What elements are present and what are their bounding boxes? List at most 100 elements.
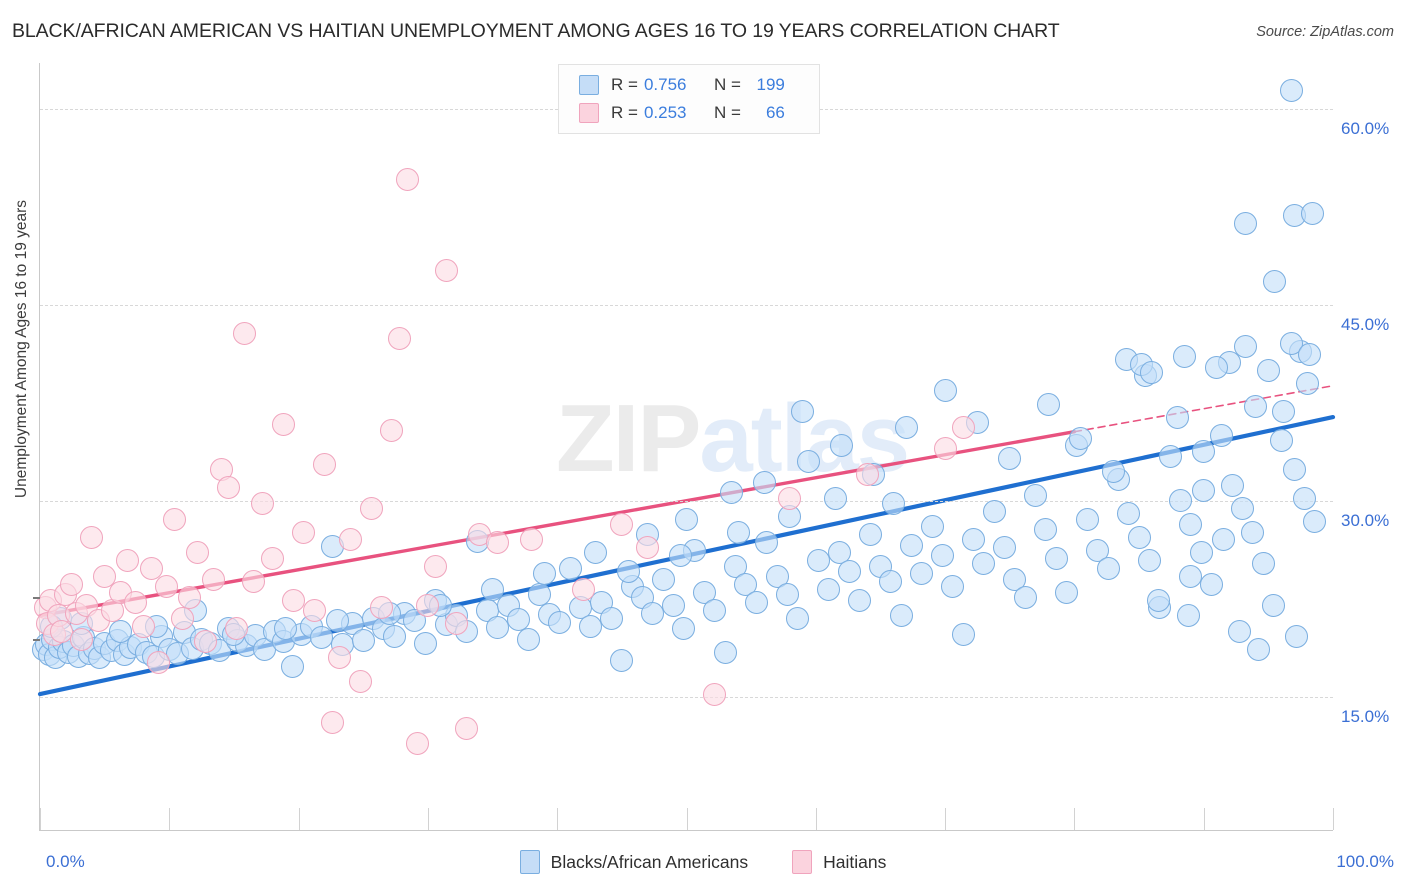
scatter-point[interactable] [1272, 400, 1296, 424]
scatter-point[interactable] [1176, 604, 1200, 628]
scatter-point[interactable] [69, 627, 93, 651]
scatter-point[interactable] [338, 528, 362, 552]
scatter-point[interactable] [1241, 520, 1265, 544]
scatter-point[interactable] [280, 655, 304, 679]
scatter-point[interactable] [1246, 638, 1270, 662]
scatter-point[interactable] [382, 625, 406, 649]
scatter-point[interactable] [1263, 269, 1287, 293]
scatter-point[interactable] [1243, 395, 1267, 419]
scatter-point[interactable] [1220, 473, 1244, 497]
scatter-point[interactable] [519, 528, 543, 552]
scatter-point[interactable] [941, 575, 965, 599]
scatter-point[interactable] [675, 507, 698, 531]
scatter-point[interactable] [894, 416, 918, 440]
scatter-point[interactable] [1140, 361, 1164, 385]
scatter-point[interactable] [1179, 565, 1203, 588]
scatter-point[interactable] [931, 544, 954, 568]
scatter-point[interactable] [162, 507, 186, 531]
scatter-point[interactable] [823, 486, 847, 510]
scatter-point[interactable] [610, 648, 634, 672]
scatter-point[interactable] [713, 640, 737, 664]
scatter-point[interactable] [80, 525, 104, 549]
scatter-point[interactable] [1211, 528, 1235, 552]
scatter-point[interactable] [1101, 460, 1125, 484]
scatter-point[interactable] [1205, 355, 1229, 379]
scatter-point[interactable] [380, 418, 404, 442]
scatter-point[interactable] [837, 559, 861, 583]
scatter-point[interactable] [351, 629, 375, 653]
scatter-point[interactable] [217, 476, 241, 500]
scatter-point[interactable] [662, 593, 686, 617]
scatter-point[interactable] [369, 596, 393, 620]
scatter-point[interactable] [1189, 541, 1213, 565]
scatter-point[interactable] [1233, 335, 1257, 359]
scatter-point[interactable] [1075, 507, 1099, 531]
scatter-point[interactable] [225, 617, 249, 641]
scatter-point[interactable] [1192, 439, 1216, 463]
scatter-point[interactable] [791, 400, 815, 424]
scatter-point[interactable] [726, 520, 750, 544]
scatter-point[interactable] [933, 436, 957, 460]
scatter-point[interactable] [455, 716, 479, 740]
scatter-point[interactable] [261, 546, 285, 570]
scatter-point[interactable] [292, 520, 316, 544]
scatter-point[interactable] [830, 434, 854, 458]
scatter-point[interactable] [413, 631, 437, 655]
scatter-point[interactable] [600, 606, 623, 630]
scatter-point[interactable] [1069, 426, 1093, 450]
scatter-point[interactable] [1037, 392, 1061, 416]
scatter-point[interactable] [778, 486, 802, 510]
scatter-point[interactable] [1137, 549, 1161, 573]
scatter-point[interactable] [998, 447, 1022, 471]
scatter-point[interactable] [486, 531, 510, 555]
legend-item-blacks-african-americans[interactable]: Blacks/African Americans [519, 850, 748, 874]
scatter-point[interactable] [416, 593, 440, 617]
scatter-point[interactable] [506, 608, 530, 632]
scatter-point[interactable] [320, 711, 344, 735]
scatter-point[interactable] [1127, 525, 1151, 549]
scatter-point[interactable] [406, 732, 430, 756]
scatter-point[interactable] [1282, 457, 1306, 481]
scatter-point[interactable] [108, 619, 132, 643]
scatter-point[interactable] [124, 591, 148, 615]
scatter-point[interactable] [1146, 588, 1170, 612]
scatter-point[interactable] [636, 536, 660, 560]
scatter-point[interactable] [703, 598, 727, 622]
scatter-point[interactable] [951, 416, 975, 440]
scatter-point[interactable] [1003, 567, 1027, 591]
scatter-point[interactable] [232, 321, 256, 345]
scatter-point[interactable] [1269, 429, 1293, 453]
scatter-point[interactable] [1158, 444, 1182, 468]
scatter-point[interactable] [889, 604, 913, 628]
scatter-point[interactable] [616, 559, 640, 583]
scatter-point[interactable] [1298, 342, 1322, 366]
scatter-point[interactable] [1044, 546, 1068, 570]
scatter-point[interactable] [951, 622, 975, 646]
scatter-point[interactable] [720, 481, 744, 505]
scatter-point[interactable] [186, 541, 210, 565]
scatter-point[interactable] [116, 549, 140, 573]
scatter-point[interactable] [1013, 585, 1037, 609]
scatter-point[interactable] [881, 491, 905, 515]
scatter-point[interactable] [349, 669, 373, 693]
scatter-point[interactable] [848, 588, 872, 612]
scatter-point[interactable] [486, 615, 510, 639]
scatter-point[interactable] [281, 588, 305, 612]
scatter-point[interactable] [571, 578, 595, 602]
scatter-point[interactable] [481, 578, 505, 602]
scatter-point[interactable] [250, 491, 274, 515]
scatter-point[interactable] [982, 499, 1006, 523]
scatter-point[interactable] [744, 591, 768, 615]
scatter-point[interactable] [517, 627, 541, 651]
scatter-point[interactable] [1293, 486, 1317, 510]
scatter-point[interactable] [641, 601, 665, 625]
scatter-point[interactable] [444, 612, 468, 636]
scatter-point[interactable] [93, 565, 117, 588]
scatter-point[interactable] [668, 544, 692, 568]
scatter-point[interactable] [1262, 593, 1286, 617]
scatter-point[interactable] [170, 606, 194, 630]
scatter-point[interactable] [274, 617, 298, 641]
scatter-point[interactable] [424, 554, 448, 578]
scatter-point[interactable] [532, 562, 556, 586]
scatter-point[interactable] [1303, 510, 1327, 534]
